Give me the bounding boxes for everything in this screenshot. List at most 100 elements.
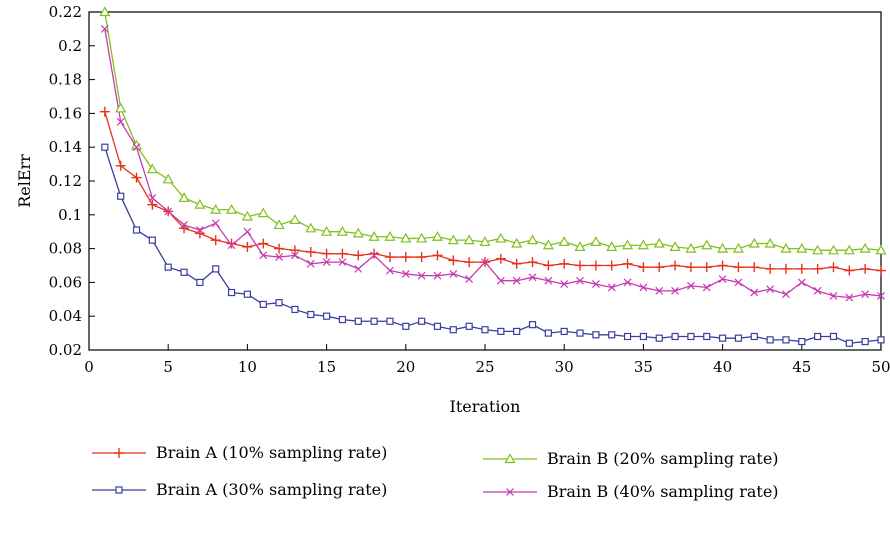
series-1-point [99,106,110,117]
series-2-point [608,331,616,339]
series-1-point [115,160,126,171]
series-1-point [685,262,696,273]
series-1-point [876,265,886,276]
series-4-point [560,280,569,289]
series-3-point [400,232,412,243]
series-2-point [148,236,156,244]
series-3-point [717,242,729,253]
series-1-point [622,258,633,269]
series-3-point [748,237,760,248]
plot-markers [99,6,887,347]
series-2-point [655,334,663,342]
plot-frame [88,11,882,351]
series-2-point [513,327,521,336]
series-line-1 [104,111,882,272]
series-4-point [861,290,870,299]
series-2-point [164,263,172,271]
series-3-point [273,219,285,230]
series-3-point [843,244,855,255]
series-3-point [178,192,190,202]
series-1-point [527,257,538,268]
series-3-point [812,244,824,255]
series-2-point [497,327,505,336]
series-2-point [291,305,299,314]
legend-label: Brain B (20% sampling rate) [547,449,779,468]
series-2-point [354,317,362,325]
series-2-point [845,339,853,347]
series-3-point [859,242,871,253]
series-3-point [447,234,459,245]
series-2-point [750,332,758,341]
series-4-point [481,258,489,267]
series-4-point [512,276,521,285]
x-tick-label: 20 [396,358,415,376]
series-3-point [511,237,523,248]
series-4-point [275,253,284,261]
series-4-point [797,278,806,287]
series-3-point [384,231,396,241]
series-2-point [180,268,188,276]
series-1-point [749,262,760,273]
series-2-point [259,300,267,308]
series-4-point [132,143,141,152]
y-tick-label: 0.2 [58,37,82,55]
series-4-point [465,275,474,283]
series-3-point [479,236,491,246]
series-1-point [321,248,332,259]
series-3-point [305,222,317,233]
series-4-point [100,24,109,33]
series-3-point [622,239,634,250]
series-3-point [289,214,301,224]
series-2-point [592,331,600,339]
x-tick-label: 35 [634,358,653,376]
series-2-point [449,326,457,334]
x-tick-label: 0 [84,358,94,376]
series-4-point [639,283,648,292]
series-1-point [258,238,269,249]
series-2-point [861,337,869,346]
legend: Brain A (10% sampling rate) Brain A (30% … [92,443,779,501]
series-2-point [560,327,568,336]
series-2-point [481,326,489,334]
series-3-point [653,237,665,248]
series-2-point [338,315,347,324]
series-2-point [877,336,885,344]
y-tick-label: 0.02 [49,341,82,359]
series-2-point [829,332,838,341]
series-3-point [732,242,744,253]
series-1-point [448,255,459,266]
series-4-point [829,291,838,300]
series-3-point [685,242,697,253]
series-2-point [212,265,220,273]
series-3-point [542,239,554,250]
series-1-point [432,250,443,261]
series-3-point [416,232,428,243]
x-tick-label: 50 [871,358,890,376]
series-4-point [845,293,854,302]
x-tick-label: 25 [475,358,494,376]
series-1-point [242,241,253,252]
series-4-point [718,275,727,283]
y-tick-label: 0.06 [49,273,82,291]
x-axis-ticks: 0 5 10 15 20 25 30 35 40 45 50 [84,344,890,376]
series-2-point [734,334,743,342]
series-3-point [257,207,269,218]
series-4-point [702,283,711,292]
series-4-point [496,276,505,285]
series-2-point [718,334,727,342]
series-2-point [814,332,822,341]
series-3-point [780,242,792,253]
series-4-point [782,290,790,299]
series-1-point [812,263,823,274]
y-tick-label: 0.18 [49,71,82,89]
series-4-point [227,241,236,250]
series-2-point [196,278,204,286]
series-3-point [99,6,111,17]
series-3-point [669,241,681,252]
series-4-point [528,273,537,282]
series-1-point [780,263,791,274]
y-tick-label: 0.12 [49,172,82,190]
series-4-point [148,193,157,202]
y-tick-label: 0.08 [49,240,82,258]
